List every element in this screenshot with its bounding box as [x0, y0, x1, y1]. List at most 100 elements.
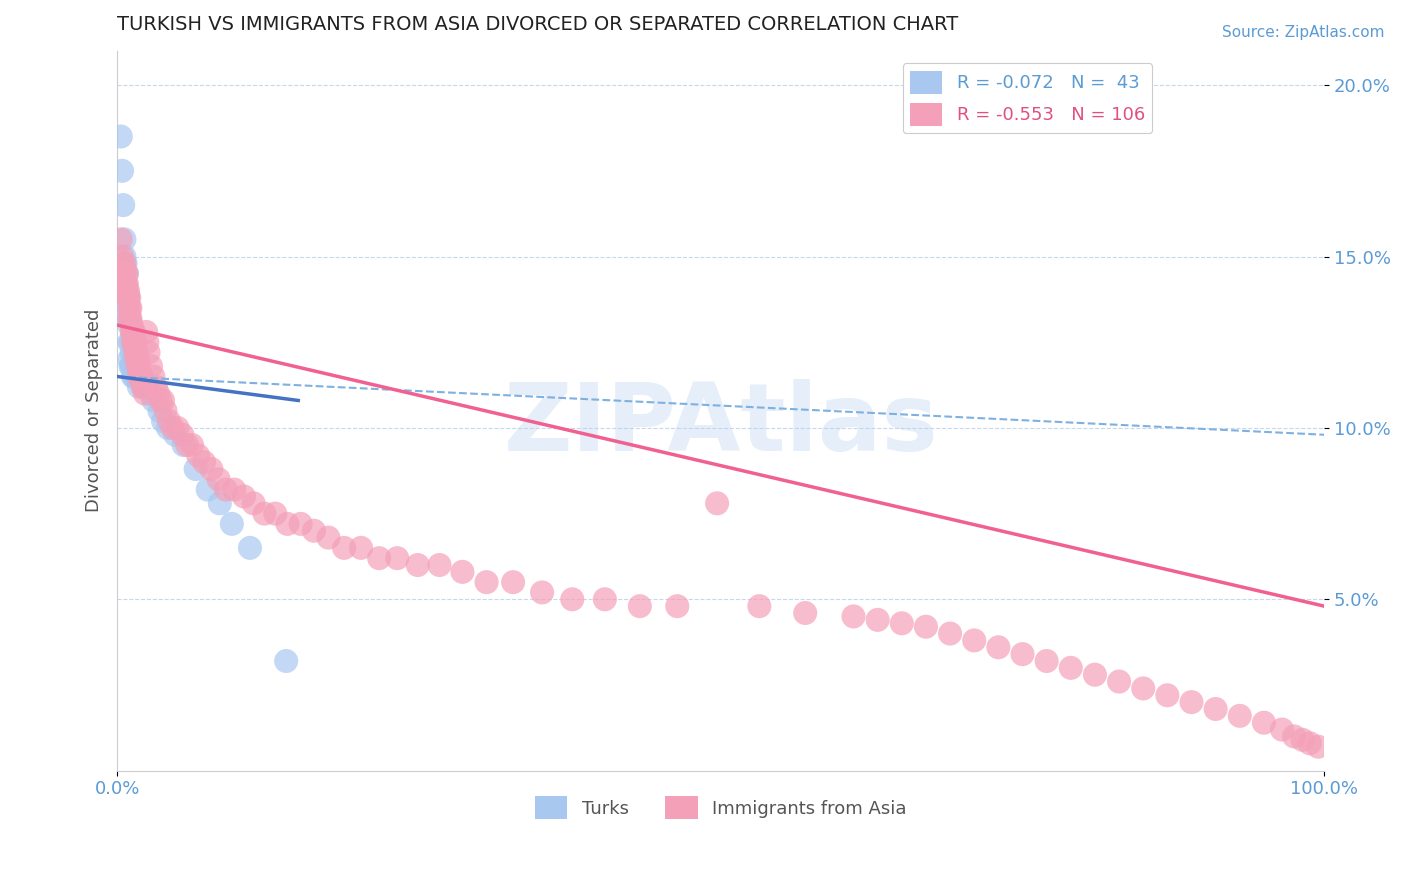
Point [139, 386, 162, 401]
Point [122, 335, 145, 350]
Point [302, 524, 325, 538]
Point [1299, 736, 1322, 750]
Point [148, 403, 170, 417]
Text: Source: ZipAtlas.com: Source: ZipAtlas.com [1222, 25, 1385, 40]
Text: ZIPAtlas: ZIPAtlas [503, 379, 938, 471]
Point [1011, 647, 1033, 661]
Point [118, 311, 141, 326]
Point [114, 284, 136, 298]
Point [124, 345, 146, 359]
Point [136, 380, 159, 394]
Point [118, 352, 141, 367]
Point [129, 369, 152, 384]
Point [197, 483, 219, 497]
Point [128, 380, 150, 394]
Point [121, 318, 143, 332]
Point [142, 393, 165, 408]
Point [121, 325, 143, 339]
Point [127, 352, 149, 367]
Point [1205, 702, 1227, 716]
Point [134, 386, 156, 401]
Point [232, 490, 254, 504]
Point [181, 438, 204, 452]
Point [794, 606, 817, 620]
Point [118, 301, 141, 315]
Point [149, 393, 172, 408]
Point [866, 613, 889, 627]
Point [429, 558, 451, 572]
Point [122, 325, 145, 339]
Point [155, 403, 177, 417]
Point [114, 232, 136, 246]
Point [593, 592, 616, 607]
Point [114, 277, 136, 291]
Point [127, 369, 149, 384]
Point [1271, 723, 1294, 737]
Point [121, 345, 143, 359]
Point [131, 380, 153, 394]
Point [112, 198, 135, 212]
Point [451, 565, 474, 579]
Point [122, 369, 145, 384]
Point [110, 129, 132, 144]
Point [131, 369, 153, 384]
Point [318, 531, 340, 545]
Legend: Turks, Immigrants from Asia: Turks, Immigrants from Asia [527, 789, 914, 827]
Point [915, 620, 938, 634]
Point [120, 301, 142, 315]
Point [157, 414, 180, 428]
Point [118, 318, 141, 332]
Text: TURKISH VS IMMIGRANTS FROM ASIA DIVORCED OR SEPARATED CORRELATION CHART: TURKISH VS IMMIGRANTS FROM ASIA DIVORCED… [117, 15, 959, 34]
Point [184, 462, 207, 476]
Point [111, 163, 134, 178]
Point [239, 541, 262, 555]
Point [173, 438, 195, 452]
Point [1291, 732, 1313, 747]
Point [115, 267, 138, 281]
Point [1229, 709, 1251, 723]
Point [166, 421, 188, 435]
Point [142, 369, 165, 384]
Point [131, 369, 153, 384]
Point [110, 232, 132, 246]
Point [666, 599, 689, 614]
Point [1060, 661, 1083, 675]
Point [276, 516, 298, 531]
Point [939, 626, 962, 640]
Point [502, 575, 524, 590]
Point [117, 291, 139, 305]
Point [224, 483, 246, 497]
Point [706, 496, 728, 510]
Point [125, 345, 148, 359]
Point [1108, 674, 1130, 689]
Point [118, 291, 141, 305]
Point [114, 250, 136, 264]
Point [117, 284, 139, 298]
Point [561, 592, 583, 607]
Point [114, 267, 136, 281]
Point [124, 335, 146, 350]
Point [368, 551, 391, 566]
Point [139, 359, 162, 374]
Point [176, 438, 198, 452]
Point [963, 633, 986, 648]
Point [124, 359, 146, 374]
Point [118, 311, 141, 326]
Point [165, 427, 187, 442]
Point [215, 483, 238, 497]
Point [122, 335, 145, 350]
Point [253, 507, 276, 521]
Point [1156, 688, 1178, 702]
Point [748, 599, 770, 614]
Point [290, 516, 312, 531]
Point [120, 311, 142, 326]
Point [148, 386, 170, 401]
Point [128, 359, 150, 374]
Point [187, 448, 209, 462]
Point [136, 335, 159, 350]
Point [127, 359, 149, 374]
Point [114, 256, 136, 270]
Point [242, 496, 264, 510]
Point [120, 335, 142, 350]
Point [264, 507, 287, 521]
